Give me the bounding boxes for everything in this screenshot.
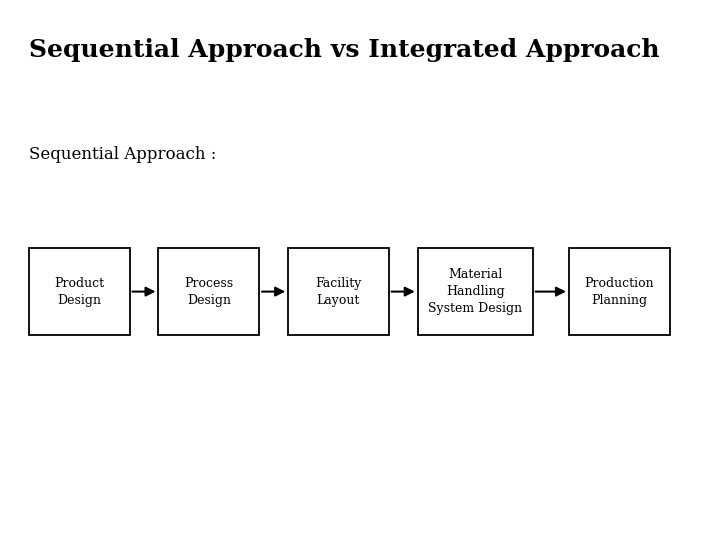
FancyBboxPatch shape [418, 248, 533, 335]
Text: Production
Planning: Production Planning [585, 276, 654, 307]
FancyBboxPatch shape [288, 248, 389, 335]
Text: Sequential Approach vs Integrated Approach: Sequential Approach vs Integrated Approa… [29, 38, 660, 62]
Text: Sequential Approach :: Sequential Approach : [29, 146, 216, 163]
Text: Material
Handling
System Design: Material Handling System Design [428, 268, 522, 315]
FancyBboxPatch shape [158, 248, 259, 335]
Text: Facility
Layout: Facility Layout [315, 276, 361, 307]
Text: Product
Design: Product Design [54, 276, 104, 307]
FancyBboxPatch shape [569, 248, 670, 335]
FancyBboxPatch shape [29, 248, 130, 335]
Text: Process
Design: Process Design [184, 276, 233, 307]
